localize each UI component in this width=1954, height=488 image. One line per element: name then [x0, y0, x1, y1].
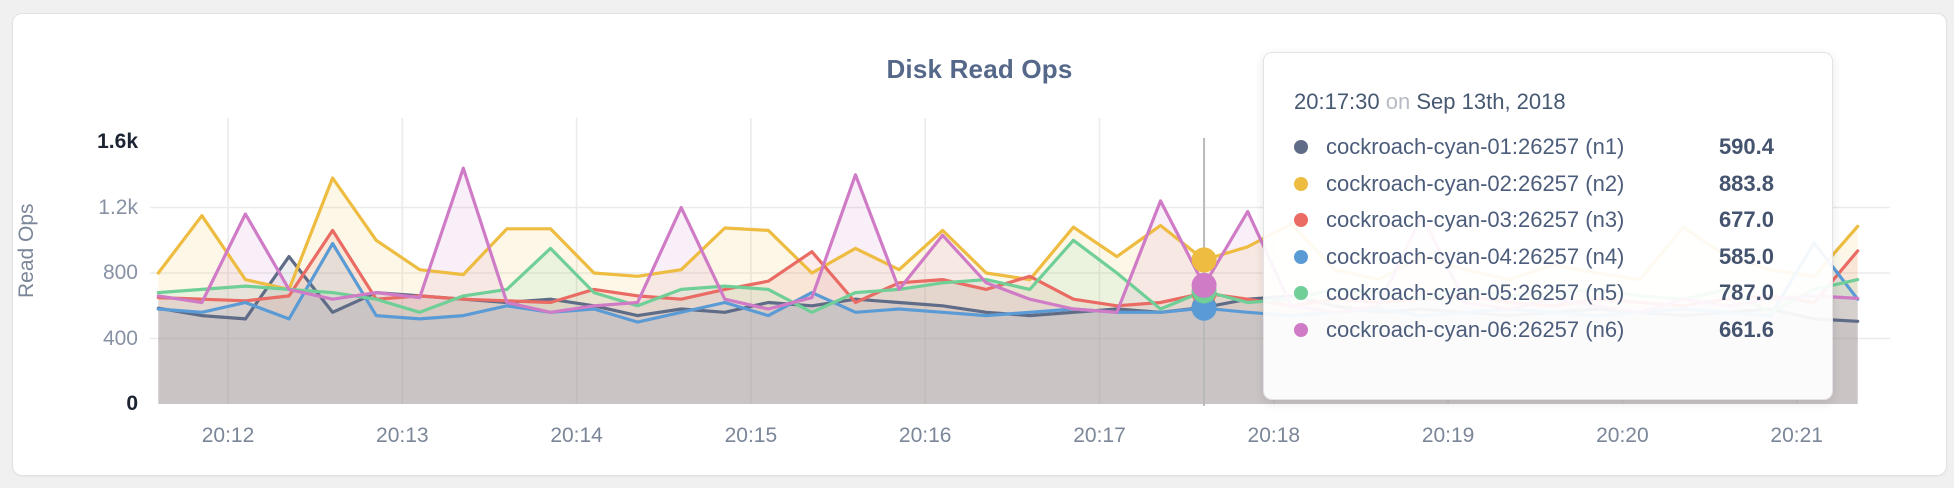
tooltip-series-list: cockroach-cyan-01:26257 (n1) 590.4 cockroa… [1294, 129, 1774, 348]
y-axis-label: Read Ops [15, 203, 38, 298]
y-tick-label: 1.2k [98, 195, 138, 219]
series-color-dot-icon [1294, 322, 1308, 337]
x-tick-label: 20:14 [550, 424, 603, 447]
y-tick-label: 0 [126, 392, 138, 415]
x-tick-label: 20:15 [724, 424, 778, 447]
tooltip-date: Sep 13th, 2018 [1416, 89, 1566, 114]
y-tick-label: 1.6k [97, 130, 138, 153]
x-tick-label: 20:13 [376, 424, 429, 447]
series-value: 787.0 [1718, 280, 1774, 306]
x-tick-label: 20:17 [1073, 424, 1126, 447]
x-tick-label: 20:16 [898, 424, 952, 447]
series-label: cockroach-cyan-01:26257 (n1) [1326, 134, 1625, 160]
tooltip-row: cockroach-cyan-05:26257 (n5) 787.0 [1294, 275, 1774, 312]
tooltip-row: cockroach-cyan-04:26257 (n4) 585.0 [1294, 239, 1774, 276]
series-color-dot-icon [1294, 249, 1308, 264]
series-value: 585.0 [1718, 243, 1774, 269]
tooltip-row: cockroach-cyan-01:26257 (n1) 590.4 [1294, 129, 1774, 166]
y-tick-label: 800 [102, 261, 138, 284]
series-label: cockroach-cyan-04:26257 (n4) [1326, 243, 1625, 269]
tooltip-row: cockroach-cyan-03:26257 (n3) 677.0 [1294, 202, 1774, 239]
x-tick-label: 20:12 [201, 424, 255, 447]
y-tick-label: 400 [102, 326, 138, 350]
series-label: cockroach-cyan-06:26257 (n6) [1326, 316, 1625, 342]
tooltip-time: 20:17:30 [1294, 89, 1380, 114]
x-tick-label: 20:21 [1770, 424, 1823, 447]
series-label: cockroach-cyan-02:26257 (n2) [1326, 170, 1625, 196]
series-label: cockroach-cyan-03:26257 (n3) [1326, 207, 1625, 233]
x-tick-label: 20:18 [1247, 424, 1301, 447]
x-tick-label: 20:19 [1421, 424, 1475, 447]
tooltip-row: cockroach-cyan-02:26257 (n2) 883.8 [1294, 166, 1774, 203]
series-color-dot-icon [1294, 213, 1308, 228]
series-value: 590.4 [1718, 134, 1774, 160]
chart-title: Disk Read Ops [886, 54, 1073, 84]
tooltip-row: cockroach-cyan-06:26257 (n6) 661.6 [1294, 312, 1774, 349]
tooltip-timestamp: 20:17:30 on Sep 13th, 2018 [1294, 89, 1774, 115]
series-color-dot-icon [1294, 140, 1308, 155]
series-color-dot-icon [1294, 286, 1308, 301]
series-color-dot-icon [1294, 176, 1308, 191]
hover-tooltip: 20:17:30 on Sep 13th, 2018 cockroach-cya… [1263, 52, 1833, 400]
series-value: 661.6 [1718, 316, 1774, 342]
tooltip-on-word: on [1385, 89, 1411, 114]
series-label: cockroach-cyan-05:26257 (n5) [1326, 280, 1625, 306]
x-tick-label: 20:20 [1596, 424, 1649, 447]
series-value: 883.8 [1718, 170, 1774, 196]
series-value: 677.0 [1718, 207, 1774, 233]
